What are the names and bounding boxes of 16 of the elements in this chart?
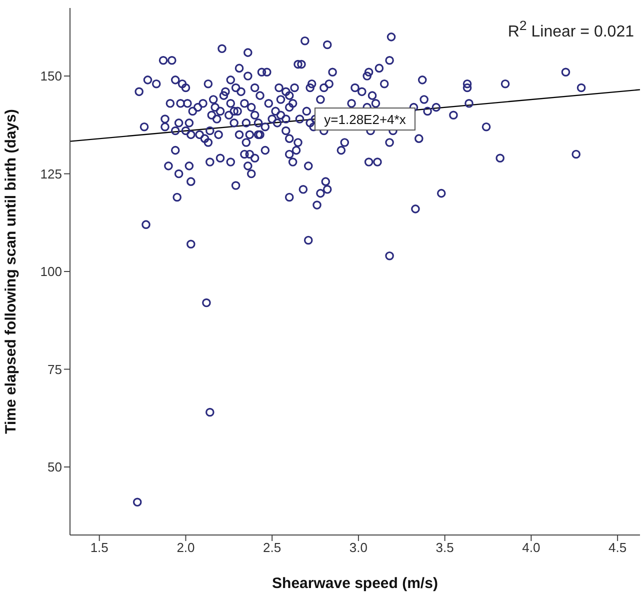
y-axis-title: Time elapsed following scan until birth (days) [2, 109, 20, 434]
annotation: R$^{2}$ Linear = 0.021 [508, 18, 634, 42]
y-tick-label: 75 [48, 362, 62, 377]
y-tick-label: 100 [40, 264, 62, 280]
x-tick-label: 2.5 [263, 540, 282, 556]
x-axis-title: Shearwave speed (m/s) [272, 575, 438, 592]
x-tick-label: 4.5 [608, 540, 627, 556]
y-tick-label: 150 [40, 68, 62, 84]
annotation: y=1.28E2+4*x [324, 112, 406, 128]
x-tick-label: 3.0 [349, 540, 368, 556]
y-tick-label: 50 [48, 460, 62, 475]
x-tick-label: 3.5 [436, 540, 454, 556]
x-tick-label: 4.0 [522, 540, 540, 556]
y-tick-label: 125 [40, 166, 62, 182]
x-tick-label: 1.5 [90, 540, 108, 556]
x-tick-label: 2.0 [176, 540, 195, 556]
